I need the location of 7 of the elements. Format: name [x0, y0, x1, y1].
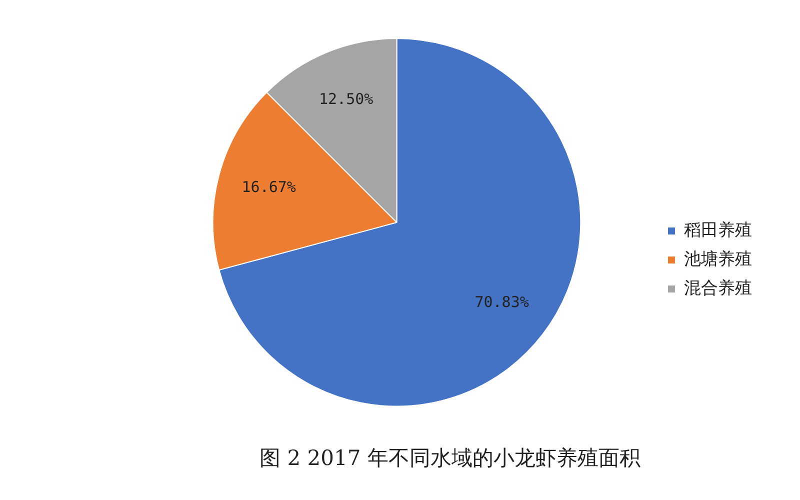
text: 图 2 2017 年不同水域的小龙虾养殖面积 — [260, 446, 640, 470]
legend-label: 稻田养殖 — [684, 220, 752, 240]
data-label: 70.83% — [474, 292, 529, 311]
data-label: 16.67% — [242, 178, 296, 196]
legend-label: 混合养殖 — [684, 278, 752, 298]
legend-label: 池塘养殖 — [684, 249, 752, 270]
data-label: 12.50% — [318, 90, 374, 108]
